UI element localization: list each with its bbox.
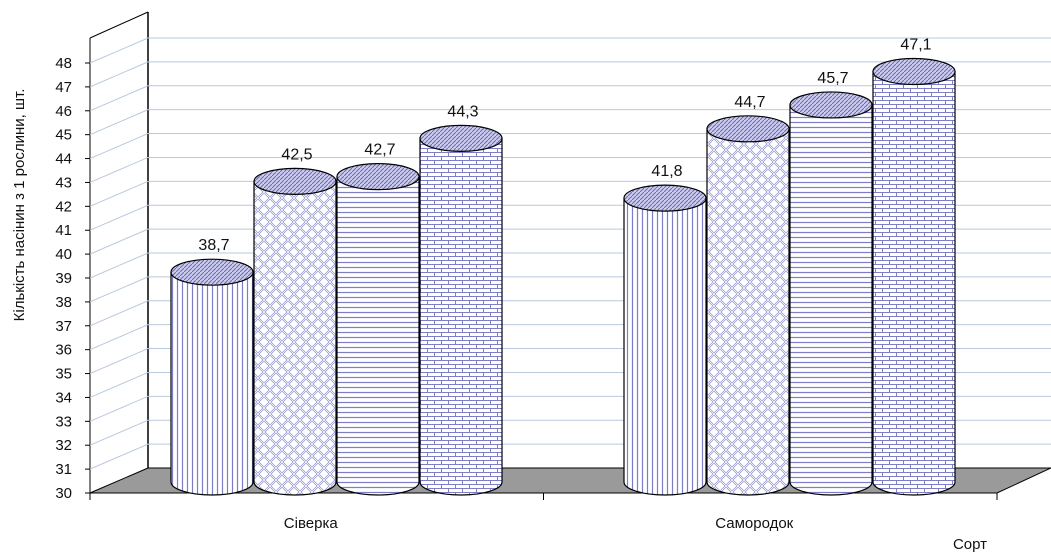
y-tick-label: 45 [55, 127, 72, 144]
cylinder-body [872, 70, 956, 496]
cylinder-top [789, 91, 873, 119]
data-label: 45,7 [817, 70, 848, 87]
cylinder-bar [419, 124, 503, 496]
y-tick-label: 42 [55, 198, 72, 215]
y-tick-label: 41 [55, 222, 72, 239]
y-tick-label: 31 [55, 461, 72, 478]
y-tick-label: 43 [55, 174, 72, 191]
cylinder-body [253, 180, 337, 496]
data-label: 44,7 [734, 94, 765, 111]
gridline [89, 61, 1051, 88]
cylinder-body [789, 104, 873, 496]
cylinder-bar [706, 115, 790, 496]
cylinder-bar [872, 57, 956, 496]
y-tick-label: 46 [55, 103, 72, 120]
y-axis-label: Кількість насінин з 1 рослини, шт. [11, 89, 28, 322]
data-label: 47,1 [900, 37, 931, 54]
side-wall-top-edge [89, 11, 149, 39]
category-label: Самородок [715, 515, 793, 532]
y-tick-label: 35 [55, 366, 72, 383]
cylinder-bar [789, 91, 873, 496]
y-tick-label: 37 [55, 318, 72, 335]
y-tick-label: 30 [55, 485, 72, 502]
y-tick-label: 40 [55, 246, 72, 263]
cylinder-top [872, 57, 956, 86]
data-label: 41,8 [651, 163, 682, 180]
chart-walls [89, 11, 149, 493]
cylinder-bar [170, 258, 254, 496]
data-label: 44,3 [447, 103, 478, 120]
cylinder-body [623, 197, 707, 496]
data-label: 38,7 [198, 237, 229, 254]
data-label: 42,7 [364, 142, 395, 159]
cylinder-body [419, 137, 503, 496]
gridline [89, 85, 1051, 112]
cylinder-bar [253, 167, 337, 496]
cylinder-bar [336, 163, 420, 496]
cylinder-body [336, 176, 420, 496]
y-tick-label: 39 [55, 270, 72, 287]
cylinder-bar [623, 184, 707, 496]
gridline [89, 37, 1051, 64]
cylinder-top [623, 184, 707, 212]
y-tick-label: 32 [55, 437, 72, 454]
cylinder-body [170, 271, 254, 496]
category-label: Сіверка [284, 515, 339, 532]
cylinder-top [419, 124, 503, 152]
cylinder-top [336, 163, 420, 191]
x-axis-label: Сорт [953, 536, 987, 553]
cylinder-body [706, 128, 790, 496]
y-tick-label: 38 [55, 294, 72, 311]
y-tick-label: 44 [55, 151, 72, 168]
y-tick-label: 36 [55, 342, 72, 359]
data-labels: 38,7 42,5 42,7 44,3 41,8 44,7 45,7 47,1 [198, 37, 931, 255]
cylinder-top [706, 115, 790, 143]
y-tick-label: 47 [55, 79, 72, 96]
y-tick-label: 33 [55, 413, 72, 430]
gridline [89, 109, 1051, 136]
cylinder-top [253, 167, 337, 195]
x-axis-ticks: Сіверка Самородок [89, 493, 998, 532]
cylinder-top [170, 258, 254, 286]
y-axis-ticks: 30 31 32 33 34 35 36 37 38 39 40 41 42 43 44 45 46 47 48 [55, 55, 90, 502]
data-label: 42,5 [281, 146, 312, 163]
cylinder-bars [170, 57, 956, 496]
y-tick-label: 48 [55, 55, 72, 72]
y-tick-label: 34 [55, 389, 72, 406]
